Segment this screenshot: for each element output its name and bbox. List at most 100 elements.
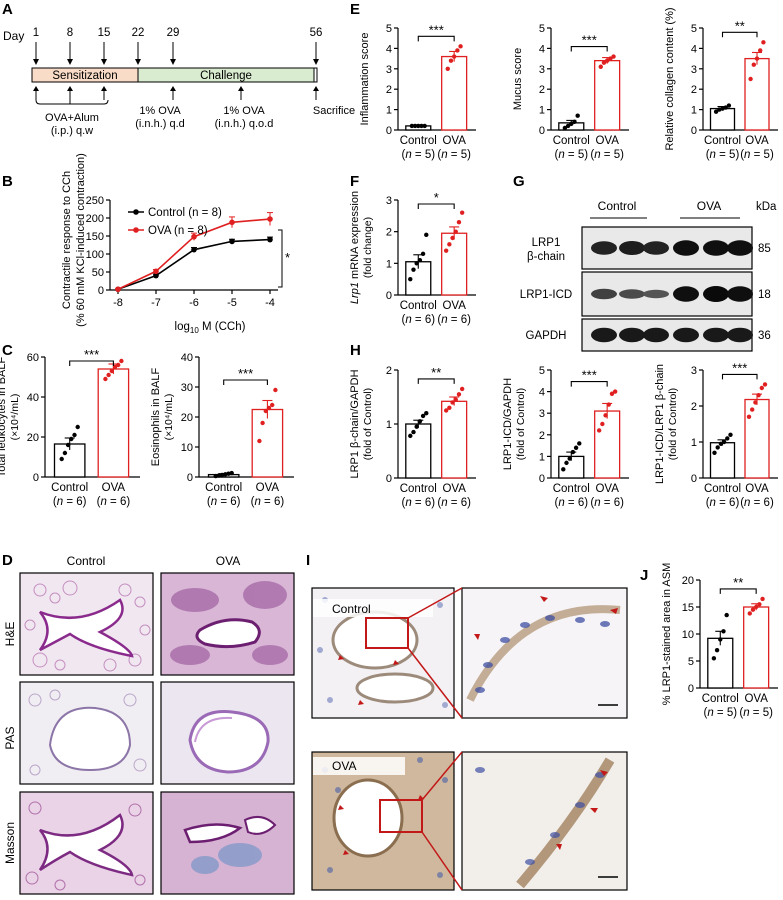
chart-b-legend: Control (n = 8) OVA (n = 8) — [128, 207, 222, 237]
lrp1-icd-gapdh-chart: 0 1 2 3 4 5 LRP1-ICD/GAPDH (fold of Control) Con… — [502, 365, 629, 509]
data-point — [611, 54, 616, 59]
ihc-ova-overview: OVA — [311, 751, 455, 891]
panel-letter-e: E — [350, 1, 360, 18]
blot-band — [643, 289, 669, 299]
y-axis-label: % LRP1-stained area in ASM — [661, 563, 673, 705]
y-tick-label: 20 — [27, 432, 39, 444]
data-point — [414, 261, 419, 266]
timeline-arrowhead — [313, 59, 319, 65]
timeline-day-label: Day — [3, 29, 24, 43]
timeline-arrowhead — [67, 59, 73, 65]
timeline-arrowhead — [135, 59, 141, 65]
x-tick-label: -5 — [227, 297, 237, 309]
data-point — [459, 210, 465, 215]
y-tick-label: 2 — [386, 227, 392, 239]
eosinophils-bar-chart: 0 10 20 30 40 Eosinophils in BALF (×10⁴/mL) Con… — [150, 352, 294, 508]
x-tick-label-ova: OVA — [745, 135, 769, 147]
data-point — [103, 376, 108, 382]
data-point — [443, 248, 449, 253]
y-axis-label: LRP1-ICD/GAPDH — [502, 378, 514, 470]
data-point — [119, 358, 124, 364]
blot-band — [643, 241, 669, 255]
significance-stars: *** — [84, 347, 99, 362]
data-point — [612, 389, 618, 394]
y-tick-label: 3 — [691, 365, 697, 377]
y-axis-label-units: (×10⁴/mL) — [9, 394, 21, 441]
sample-size-label: (n = 6) — [53, 496, 87, 508]
data-point — [451, 54, 457, 59]
y-tick-label: 1 — [539, 451, 545, 463]
blot-band — [703, 327, 729, 343]
timeline-arrowhead — [33, 59, 39, 65]
y-tick-label: 1 — [386, 258, 392, 270]
x-tick-label-ova: OVA — [745, 483, 769, 495]
challenge-label: Challenge — [200, 70, 252, 82]
y-tick-label: 0 — [98, 285, 104, 297]
data-point — [443, 408, 449, 413]
blot-label: GAPDH — [526, 330, 567, 342]
blot-band — [673, 327, 699, 343]
timeline-day-56: 56 — [310, 27, 323, 39]
sample-size-label: (n = 6) — [554, 497, 588, 509]
panel-g: G Control OVA kDa LRP1 β-chain 85 LRP1-ICD 1… — [513, 173, 777, 352]
y-tick-label: 0 — [386, 125, 392, 137]
y-tick-label: 3 — [386, 195, 392, 207]
data-point — [115, 286, 121, 293]
data-point — [762, 382, 768, 387]
y-axis-label: Relative collagen content (%) — [664, 7, 676, 150]
leukocytes-bar-chart: 0 20 40 60 Total leukocytes in BALF(×10⁴/mL)… — [0, 347, 140, 508]
blot-band — [591, 288, 617, 300]
chart-b-ylabel-1: Contractile response to CCh — [61, 171, 73, 309]
data-point — [600, 421, 605, 427]
bar-ova — [743, 606, 770, 689]
data-point — [267, 216, 273, 222]
x-tick-label-control: Control — [704, 483, 741, 495]
data-point — [601, 60, 607, 65]
sample-size-label: (n = 5) — [706, 149, 740, 161]
significance-bracket — [570, 46, 608, 52]
data-point — [718, 441, 724, 446]
y-tick-label: 0 — [386, 473, 392, 485]
data-point — [270, 402, 275, 408]
data-point — [412, 123, 418, 129]
panel-letter-f: F — [350, 173, 359, 190]
alum-bracket — [33, 86, 109, 105]
data-point — [411, 429, 416, 435]
sample-size-label: (n = 6) — [97, 496, 131, 508]
timeline-arrowhead — [101, 59, 107, 65]
blot-band — [703, 286, 729, 302]
y-tick-label: 5 — [688, 656, 694, 668]
significance-stars: *** — [429, 22, 444, 37]
data-point — [65, 442, 71, 448]
bar-ova — [251, 408, 284, 478]
sample-size-label: (n = 5) — [703, 707, 737, 719]
sacrifice-label: Sacrifice — [313, 105, 355, 117]
significance-bracket — [721, 373, 758, 380]
data-point — [725, 436, 730, 441]
y-axis-label-units: (×10⁴/mL) — [163, 394, 175, 441]
panel-i: I Control — [306, 552, 628, 891]
bar-control — [709, 442, 736, 479]
data-point — [608, 56, 613, 61]
y-axis-label: Total leukocytes in BALF — [0, 356, 8, 477]
data-point — [728, 432, 733, 437]
y-axis-label-units: (fold of Control) — [515, 388, 527, 460]
chart-b-sig: * — [285, 250, 290, 265]
y-axis-label-units: (fold change) — [362, 217, 374, 278]
data-point — [723, 105, 728, 110]
panel-a: A Day 1 8 15 22 29 56 Sensitization Challenge… — [2, 1, 355, 137]
data-point — [596, 428, 602, 433]
x-tick-label-ova: OVA — [102, 482, 126, 494]
data-point — [229, 219, 235, 226]
data-point — [711, 656, 717, 661]
panel-letter-h: H — [350, 342, 361, 359]
data-point — [750, 607, 756, 612]
data-point — [416, 123, 421, 129]
blot-kda-header: kDa — [756, 201, 777, 213]
sample-size-label: (n = 6) — [207, 496, 241, 508]
ihc-label-control: Control — [332, 602, 371, 616]
qd-label-2: (i.n.h.) q.d — [135, 118, 185, 130]
data-point — [453, 229, 458, 234]
panel-letter-c: C — [2, 342, 13, 359]
